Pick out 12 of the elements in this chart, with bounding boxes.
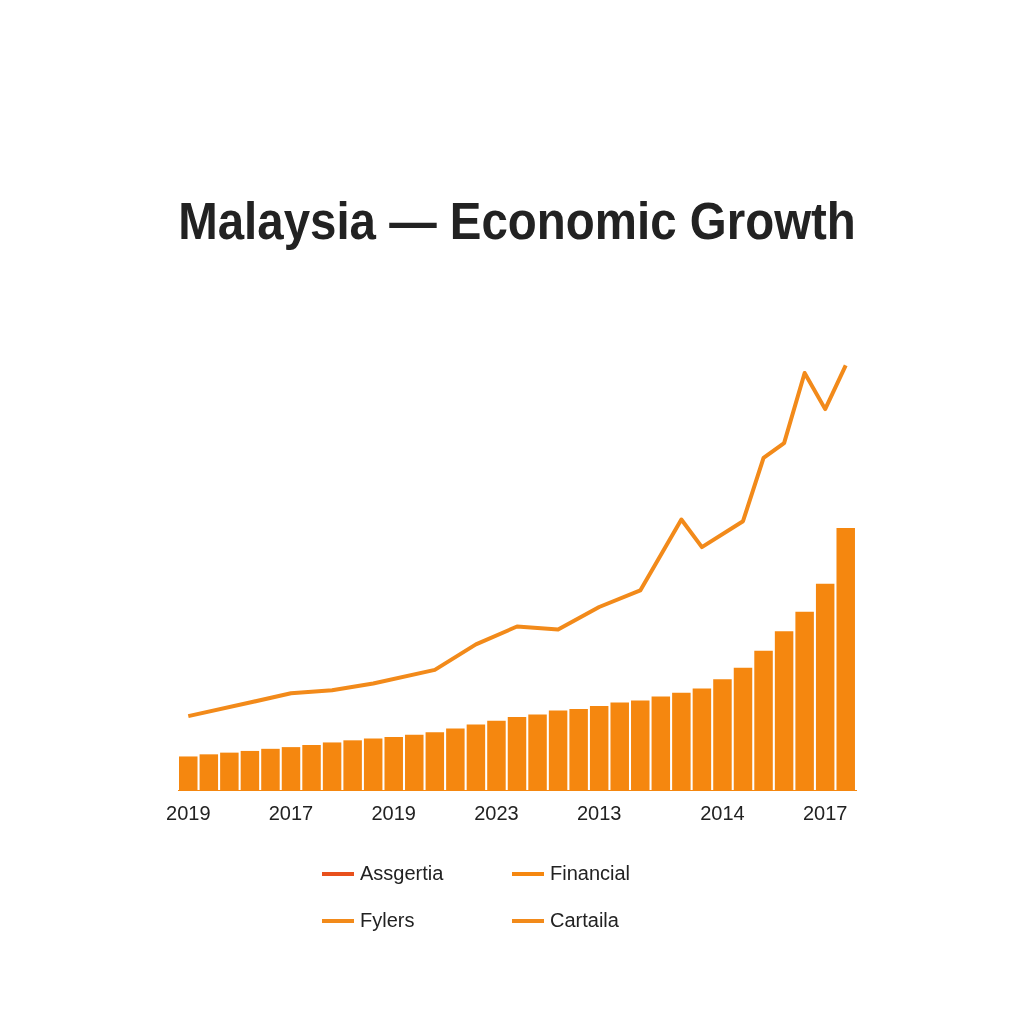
legend-label: Assgertia xyxy=(360,862,444,885)
legend-label: Financial xyxy=(550,862,631,885)
x-tick-label: 2023 xyxy=(474,801,519,824)
x-tick-label: 2019 xyxy=(166,801,211,824)
x-tick-label: 2013 xyxy=(576,801,622,824)
legend-label: Cartaila xyxy=(550,909,619,932)
x-tick-label: 2017 xyxy=(802,801,848,824)
chart-title: Malaysia — Economic Growth xyxy=(178,191,856,251)
x-tick-label: 2019 xyxy=(371,801,416,824)
x-tick-label: 2017 xyxy=(268,801,314,824)
legend-label: Fylers xyxy=(360,909,415,932)
x-tick-label: 2014 xyxy=(700,801,745,824)
